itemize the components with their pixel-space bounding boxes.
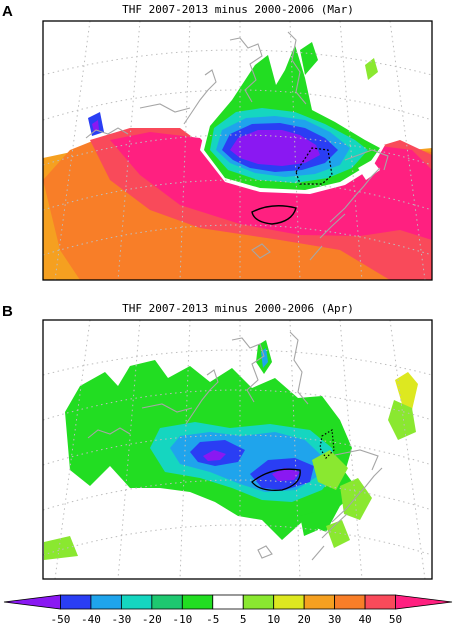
colorbar-swatch-12 xyxy=(395,594,453,610)
panel-b: B THF 2007-2013 minus 2000-2006 (Apr) xyxy=(2,302,433,580)
colorbar-swatch-6 xyxy=(212,594,244,610)
colorbar-tick-label: -5 xyxy=(206,613,219,624)
significance-contour-dashed-a xyxy=(295,147,333,185)
panel-title-b: THF 2007-2013 minus 2000-2006 (Apr) xyxy=(122,302,354,315)
colorbar-tick-label: 30 xyxy=(328,613,341,624)
contour-blob-a-9 xyxy=(230,130,320,166)
colorbar: -50 -40 -30 -20 -10 -5 5 10 20 30 40 50 xyxy=(3,594,453,624)
colorbar-tick-label: -30 xyxy=(111,613,131,624)
colorbar-tick-label: -10 xyxy=(172,613,192,624)
colorbar-swatch-0 xyxy=(3,594,61,610)
significance-contour-solid-b xyxy=(251,468,301,491)
colorbar-tick-label: 5 xyxy=(240,613,247,624)
colorbar-tick-label: -20 xyxy=(142,613,162,624)
map-area-b xyxy=(43,320,432,579)
colorbar-tick-label: -50 xyxy=(51,613,71,624)
panel-a: A THF 2007-2013 minus 2000-2006 (Mar) xyxy=(2,3,433,281)
colorbar-swatch-5 xyxy=(181,594,214,610)
colorbar-swatch-11 xyxy=(364,594,396,610)
frame-a xyxy=(42,20,433,281)
significance-contour-solid-a xyxy=(251,205,297,225)
colorbar-swatch-2 xyxy=(90,594,122,610)
colorbar-swatch-7 xyxy=(242,594,275,610)
colorbar-tick-label: 40 xyxy=(358,613,371,624)
contour-blob-b-4 xyxy=(203,450,300,481)
colorbar-swatch-10 xyxy=(334,594,366,610)
colorbar-tick-label: -40 xyxy=(81,613,101,624)
colorbar-tick-label: 20 xyxy=(298,613,311,624)
colorbar-swatch-9 xyxy=(303,594,336,610)
panel-label-a: A xyxy=(2,3,13,20)
map-area-a xyxy=(43,21,432,280)
coastline-a xyxy=(85,31,389,261)
colorbar-swatch-4 xyxy=(151,594,183,610)
panel-title-a: THF 2007-2013 minus 2000-2006 (Mar) xyxy=(122,3,354,16)
frame-b xyxy=(42,319,433,580)
colorbar-swatch-3 xyxy=(120,594,153,610)
significance-contour-dotted-b xyxy=(319,428,335,459)
panel-label-b: B xyxy=(2,303,13,320)
colorbar-tick-label: 10 xyxy=(267,613,280,624)
graticule-b xyxy=(43,320,432,579)
colorbar-swatch-1 xyxy=(60,594,92,610)
coastline-b xyxy=(87,331,383,561)
graticule-a xyxy=(43,21,432,280)
colorbar-tick-label: 50 xyxy=(389,613,402,624)
colorbar-swatch-8 xyxy=(273,594,305,610)
